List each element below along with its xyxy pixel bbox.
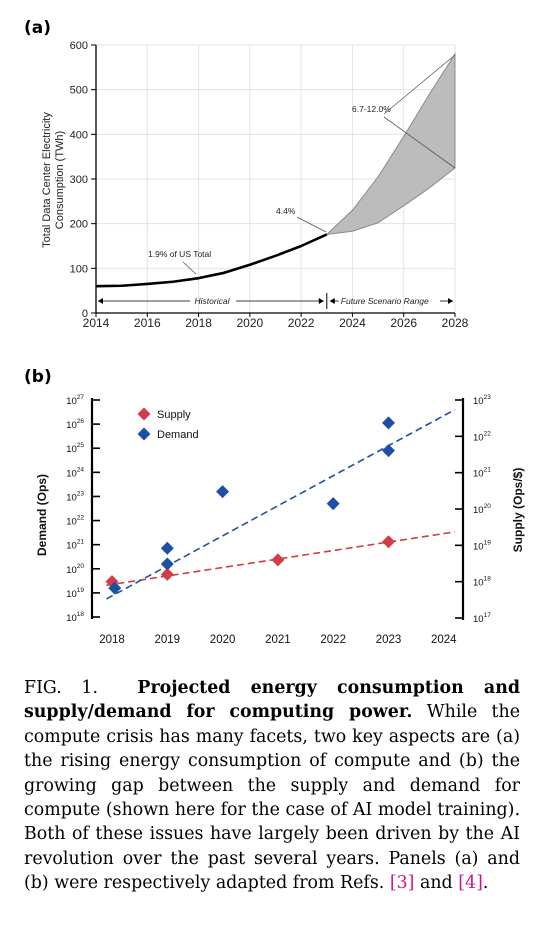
x-tick-label: 2018 — [99, 634, 125, 646]
x-tick-label: 2023 — [376, 634, 402, 646]
annotation-1-9-percent: 1.9% of US Total — [148, 249, 211, 259]
demand-point — [108, 581, 122, 595]
right-tick-label: 1018 — [473, 576, 491, 589]
x-tick-label: 2024 — [339, 316, 366, 330]
left-tick-label: 1027 — [66, 394, 84, 407]
supply-point — [105, 575, 119, 589]
right-tick-label: 1020 — [473, 503, 491, 516]
legend-demand-label: Demand — [157, 429, 199, 441]
arrowhead — [329, 298, 335, 304]
x-tick-label: 2020 — [210, 634, 236, 646]
left-axis-label: Demand (Ops) — [35, 474, 49, 556]
caption-ref-3[interactable]: [3] — [389, 873, 415, 894]
historical-line — [95, 233, 328, 288]
left-tick-label: 1026 — [66, 418, 84, 431]
chart-a: 0 100 200 300 400 500 600 2014 2016 2018 2020 2022 2… — [41, 40, 469, 330]
demand-point — [382, 444, 395, 458]
left-tick-label: 1020 — [66, 563, 84, 576]
left-tick-label: 1024 — [66, 466, 84, 479]
annotation-4-4-percent: 4.4% — [276, 206, 296, 216]
legend-supply-marker — [137, 407, 151, 421]
left-tick-label: 1018 — [66, 611, 84, 624]
y-tick-label: 500 — [70, 85, 88, 97]
legend-supply-label: Supply — [157, 409, 191, 421]
arrowhead — [448, 298, 453, 304]
panel-a-label: (a) — [24, 18, 52, 38]
caption-and: and — [419, 873, 453, 894]
right-tick-label: 1023 — [473, 394, 491, 407]
caption-body: While the compute crisis has many facets… — [24, 702, 521, 894]
caption-fig-label: FIG. 1. — [24, 678, 99, 698]
demand-point — [326, 497, 340, 511]
x-tick-label: 2024 — [431, 634, 457, 646]
y-axis-label-line-1: Total Data Center Electricity — [41, 112, 53, 248]
figure-caption: FIG. 1. Projected energy consumption and… — [24, 676, 520, 896]
caption-end: . — [482, 873, 489, 894]
supply-point — [382, 535, 395, 549]
scenario-range-area — [325, 52, 456, 236]
annotation-arrow — [182, 261, 197, 275]
y-tick-label: 0 — [82, 308, 88, 320]
y-tick-label: 100 — [70, 263, 88, 275]
right-tick-label: 1017 — [473, 612, 491, 625]
caption-ref-4[interactable]: [4] — [458, 873, 483, 894]
left-tick-label: 1019 — [66, 587, 84, 600]
annotation-arrow — [383, 116, 456, 169]
left-tick-label: 1021 — [66, 539, 84, 552]
x-tick-label: 2018 — [185, 316, 212, 330]
demand-point — [382, 416, 395, 430]
annotation-6-7-12-percent: 6.7-12.0% — [352, 104, 391, 114]
right-axis-label: Supply (Ops/$) — [511, 468, 525, 553]
panel-b-label: (b) — [24, 367, 52, 387]
left-tick-label: 1023 — [66, 490, 84, 503]
annotation-arrow — [296, 216, 327, 233]
x-tick-label: 2022 — [320, 634, 346, 646]
demand-point — [216, 485, 230, 499]
demand-point — [160, 557, 174, 571]
supply-point — [160, 567, 174, 581]
arrowhead — [98, 298, 103, 304]
caption-title: Projected energy consumption and supply/… — [24, 678, 521, 723]
historical-period-label: Historical — [195, 296, 231, 306]
x-tick-label: 2021 — [265, 634, 291, 646]
left-tick-label: 1025 — [66, 442, 84, 455]
right-tick-label: 1021 — [473, 467, 491, 480]
demand-point — [160, 541, 174, 555]
x-tick-label: 2026 — [390, 316, 417, 330]
x-tick-label: 2022 — [288, 316, 315, 330]
y-tick-label: 200 — [70, 219, 88, 231]
annotation-arrow — [383, 54, 456, 115]
y-axis-label-line-2: Consumption (TWh) — [54, 131, 66, 229]
x-tick-label: 2014 — [83, 316, 110, 330]
x-tick-label: 2019 — [155, 634, 181, 646]
arrowhead — [318, 298, 324, 304]
legend-demand-marker — [137, 427, 151, 441]
y-tick-label: 400 — [70, 129, 88, 141]
x-tick-label: 2020 — [237, 316, 264, 330]
x-tick-label: 2016 — [134, 316, 161, 330]
future-period-label: Future Scenario Range — [341, 296, 429, 306]
supply-point — [271, 553, 285, 567]
x-tick-label: 2028 — [442, 316, 469, 330]
y-tick-label: 600 — [70, 40, 88, 52]
right-tick-label: 1019 — [473, 539, 491, 552]
chart-b: 1027 1026 1025 1024 1023 1022 1021 1020 1019 1018… — [35, 394, 525, 646]
left-tick-label: 1022 — [66, 515, 84, 528]
y-tick-label: 300 — [70, 174, 88, 186]
right-tick-label: 1022 — [473, 430, 491, 443]
